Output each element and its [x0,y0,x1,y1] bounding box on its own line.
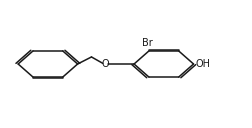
Text: O: O [102,59,109,69]
Text: OH: OH [196,59,211,69]
Text: Br: Br [142,38,153,48]
